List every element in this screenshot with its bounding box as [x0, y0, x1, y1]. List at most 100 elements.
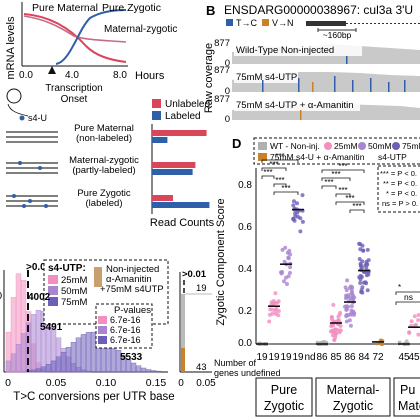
cat-pure-zygotic-sub: (labeled) — [86, 198, 123, 209]
c-x-tick-2: 0.10 — [96, 377, 117, 389]
score-dot — [344, 295, 349, 299]
legend-labeled-swatch — [152, 111, 161, 120]
histogram-bin — [140, 367, 147, 373]
cat-maternal-zygotic-sub: (partly-labeled) — [72, 165, 135, 176]
score-dot — [349, 304, 354, 309]
vn-swatch — [262, 19, 269, 26]
d-ylabel: Zygotic Component Score — [215, 198, 227, 325]
score-dot — [298, 229, 303, 234]
svg-text:WT - Non-inj.: WT - Non-inj. — [270, 141, 320, 151]
embryo-icon — [6, 88, 22, 104]
score-dot — [285, 282, 289, 286]
significance-bracket — [395, 301, 420, 305]
svg-text:6.7e-16: 6.7e-16 — [110, 335, 141, 345]
score-dot — [352, 312, 356, 317]
score-dot — [291, 203, 296, 208]
significance-bracket — [261, 175, 275, 179]
onset-arrow-icon — [48, 66, 56, 74]
score-dot — [343, 304, 347, 309]
significance-bracket — [321, 185, 337, 189]
histogram-bin — [20, 333, 27, 373]
raw-coverage-ylabel: Raw coverage — [203, 43, 215, 113]
histogram-bin — [110, 345, 117, 373]
score-dot — [344, 307, 349, 312]
inset-bar-brown — [181, 348, 185, 372]
score-dot — [270, 311, 275, 316]
legend-labeled-label: Labeled — [165, 111, 201, 122]
histogram-bin — [60, 352, 67, 373]
histogram-bin — [130, 362, 137, 373]
score-dot — [350, 290, 355, 294]
score-dot — [379, 342, 384, 346]
panel-a-ylabel: mRNA levels — [5, 16, 17, 79]
significance-box — [377, 165, 420, 213]
score-dot — [347, 318, 352, 323]
inset-gt-label: >0.01 — [182, 269, 207, 280]
histogram-bin — [90, 331, 97, 373]
score-dot — [300, 219, 305, 224]
panel-b: B ENSDARG00000038967: cul3a 3'U T→C V→N … — [203, 3, 420, 125]
d-legend-s4utp: s4-UTP — [378, 152, 407, 162]
gene-title: ENSDARG00000038967: cul3a 3'U — [224, 3, 413, 17]
legend-75mm-swatch — [48, 297, 58, 306]
svg-text:0.4: 0.4 — [238, 264, 252, 275]
significance-bracket — [395, 291, 420, 295]
significance-ns: ns — [404, 292, 413, 302]
score-dot — [269, 300, 274, 305]
score-dot — [293, 211, 298, 216]
score-dot — [358, 281, 363, 285]
tc-label: T→C — [236, 18, 257, 28]
legend-unlabeled-label: Unlabeled — [165, 99, 210, 110]
gene-model-icon — [306, 21, 346, 26]
track-amanitin: 877 0 75mM s4-UTP + α-Amanitin — [214, 94, 420, 125]
s4utp-title: s4-UTP: — [48, 263, 86, 274]
maternal-zygotic-label: Maternal-zygotic — [104, 24, 177, 35]
score-dot — [361, 280, 366, 285]
panel-d-letter: D — [232, 136, 241, 151]
pure-maternal-curve — [23, 13, 127, 63]
svg-text:0.2: 0.2 — [238, 306, 252, 317]
svg-text:* = P < 0.: * = P < 0. — [386, 189, 417, 198]
significance-stars: *** — [338, 162, 347, 171]
score-dot — [288, 270, 292, 275]
histogram-bin — [155, 370, 162, 373]
vn-label: V→N — [272, 18, 294, 28]
histogram-bin — [75, 337, 82, 373]
score-dot — [286, 255, 291, 260]
significance-bracket — [273, 191, 299, 195]
score-dot — [330, 333, 335, 338]
score-dot — [412, 314, 417, 319]
score-dot — [407, 330, 412, 335]
histogram-bin — [10, 353, 17, 373]
score-dot — [358, 264, 363, 268]
panel-b-letter: B — [206, 3, 215, 18]
significance-bracket — [321, 177, 351, 181]
score-dot — [358, 277, 363, 282]
pvalues-title: P-values — [114, 305, 151, 316]
score-dot — [344, 314, 349, 319]
svg-text:*** = P < 0.: *** = P < 0. — [380, 169, 417, 178]
reads-pure-maternal — [6, 131, 58, 143]
d-legend-row1: WT - Non-inj. 25mM 50mM 75mM — [258, 141, 420, 151]
x-unit-hours: Hours — [135, 70, 165, 82]
significance-bracket — [261, 159, 299, 163]
score-dot — [275, 300, 280, 305]
cat-pure-maternal: Pure Maternal — [74, 123, 134, 134]
histogram-bin — [85, 332, 92, 373]
score-dot — [331, 302, 336, 307]
panel-d: D WT - Non-inj. 25mM 50mM 75mM 75mM s4-U… — [214, 136, 420, 417]
score-dot — [365, 247, 370, 252]
legend-25mm-label: 25mM — [61, 275, 87, 286]
significance-stars: *** — [281, 184, 290, 193]
significance-bracket — [335, 201, 365, 205]
group-maternal-zygotic: Maternal-Zygotic — [327, 383, 380, 413]
onset-label-line1: Transcription — [45, 83, 102, 94]
c-y-tick-partial: 0 — [0, 291, 2, 302]
gene-count: 19 — [292, 352, 304, 363]
inset-bar-gray — [181, 294, 185, 372]
histogram-bin — [135, 365, 142, 373]
svg-text:0: 0 — [225, 58, 230, 69]
score-dot — [416, 313, 420, 317]
significance-bracket — [321, 169, 365, 173]
